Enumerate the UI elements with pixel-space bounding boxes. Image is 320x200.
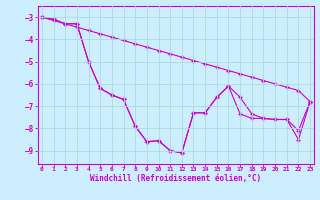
X-axis label: Windchill (Refroidissement éolien,°C): Windchill (Refroidissement éolien,°C) <box>91 174 261 183</box>
